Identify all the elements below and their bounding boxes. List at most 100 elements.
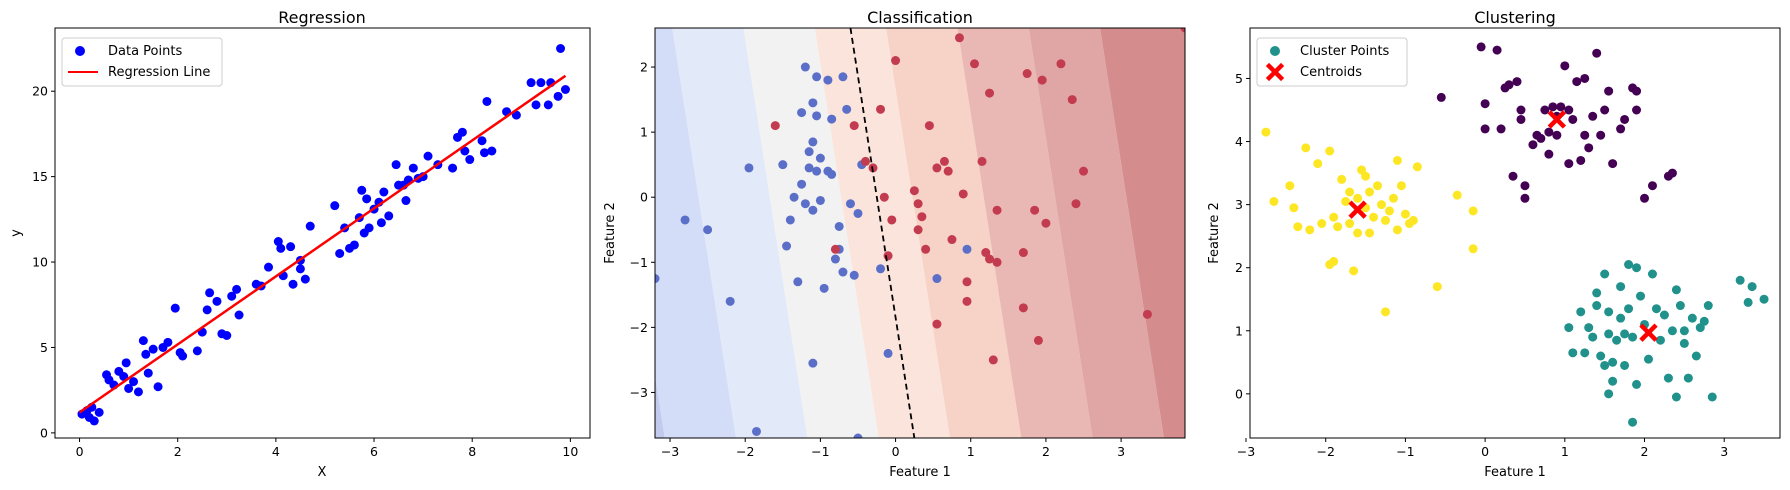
- class-1-point: [958, 189, 968, 199]
- cluster-point: [1408, 215, 1418, 225]
- axes-frame: [654, 27, 1186, 439]
- class-1-point: [932, 319, 942, 329]
- data-point: [556, 44, 566, 53]
- x-tick-label: 2: [174, 444, 182, 459]
- cluster-point: [1747, 282, 1757, 292]
- data-point: [335, 249, 345, 258]
- class-1-point: [909, 186, 919, 196]
- class-0-point: [808, 137, 818, 147]
- data-point: [465, 155, 475, 165]
- class-1-point: [985, 254, 995, 264]
- class-1-point: [830, 244, 840, 254]
- cluster-point: [1691, 351, 1701, 361]
- cluster-point: [1504, 80, 1514, 90]
- cluster-point: [1632, 379, 1642, 389]
- cluster-point: [1548, 102, 1558, 112]
- y-tick-label: 5: [40, 340, 48, 355]
- decision-regions: [655, 28, 1185, 438]
- cluster-point: [1361, 171, 1371, 181]
- cluster-point: [1584, 143, 1594, 153]
- cluster-point: [1576, 307, 1586, 317]
- cluster-point: [1508, 171, 1518, 181]
- y-tick-label: 2: [640, 60, 648, 75]
- cluster-point: [1568, 348, 1578, 358]
- class-1-point: [770, 121, 780, 131]
- x-tick-label: 3: [1117, 444, 1125, 459]
- data-point: [288, 279, 298, 289]
- x-tick-label: 1: [967, 444, 975, 459]
- class-0-point: [819, 283, 829, 293]
- decision-region-band: [886, 28, 1022, 438]
- cluster-point: [1568, 114, 1578, 124]
- cluster-point: [1675, 301, 1685, 311]
- cluster-point: [1452, 190, 1462, 200]
- class-1-point: [970, 59, 980, 69]
- data-point: [89, 416, 99, 426]
- decision-region-band: [655, 375, 665, 438]
- cluster-point: [1396, 181, 1406, 191]
- cluster-point: [1596, 130, 1606, 140]
- class-0-point: [853, 433, 863, 438]
- regression-line: [78, 74, 567, 414]
- class-0-point: [834, 221, 844, 231]
- classification-ticks: −3 −2 −1 0 1 2 3 −3 −2 −1 0 1 2: [630, 60, 1126, 459]
- decision-boundary: [849, 28, 916, 438]
- data-point: [286, 242, 296, 252]
- cluster-point: [1313, 159, 1323, 169]
- cluster-point: [1353, 193, 1363, 203]
- class-0-point: [812, 72, 822, 82]
- class-0-point: [842, 104, 852, 114]
- cluster-point: [1520, 193, 1530, 203]
- cluster-point: [1520, 181, 1530, 191]
- y-tick-label: 15: [32, 169, 48, 184]
- regression-ticks: 0 2 4 6 8 10 0 5 10 15 20: [32, 84, 578, 459]
- y-tick-label: −2: [630, 320, 648, 335]
- cluster-point: [1373, 181, 1383, 191]
- class-0-point: [823, 75, 833, 85]
- x-tick-label: 0: [892, 444, 900, 459]
- class-1-point: [1180, 28, 1185, 33]
- data-point: [148, 344, 158, 354]
- cluster-point: [1600, 105, 1610, 115]
- class-1-point: [943, 166, 953, 176]
- class-1-point: [988, 355, 998, 365]
- centroid-marker: [1348, 200, 1367, 219]
- data-point: [379, 187, 389, 197]
- cluster-point: [1317, 219, 1327, 229]
- centroid-marker: [1547, 110, 1567, 129]
- cluster-point: [1743, 297, 1753, 307]
- class-0-point: [932, 274, 942, 284]
- data-point: [178, 351, 188, 361]
- class-0-point: [830, 254, 840, 264]
- data-point: [138, 336, 148, 346]
- cluster-point: [1432, 282, 1442, 292]
- class-0-point: [808, 205, 818, 215]
- cluster-point: [1556, 102, 1566, 112]
- chart-title: Classification: [867, 8, 973, 27]
- x-tick-label: 4: [272, 444, 280, 459]
- cluster-point: [1325, 146, 1335, 156]
- cluster-point: [1468, 206, 1478, 216]
- decision-region-band: [672, 28, 808, 438]
- x-tick-label: −3: [1237, 444, 1255, 459]
- class-1-point: [1071, 199, 1081, 209]
- cluster-point: [1261, 127, 1271, 137]
- data-point: [448, 163, 458, 173]
- data-point: [192, 346, 202, 356]
- cluster-point: [1707, 392, 1717, 402]
- class-1-point: [992, 205, 1002, 215]
- data-point: [401, 196, 411, 206]
- cluster-point: [1512, 77, 1522, 87]
- classification-marks: [655, 28, 1185, 438]
- class-0-point: [655, 274, 660, 284]
- legend-label-data-points: Data Points: [108, 44, 182, 59]
- cluster-point: [1600, 269, 1610, 279]
- cluster-point: [1572, 77, 1582, 87]
- cluster-point: [1412, 162, 1422, 172]
- y-axis-label: y: [9, 229, 24, 237]
- data-point: [423, 151, 433, 161]
- cluster-point: [1468, 244, 1478, 254]
- x-tick-label: −3: [661, 444, 679, 459]
- y-tick-label: 10: [32, 255, 48, 270]
